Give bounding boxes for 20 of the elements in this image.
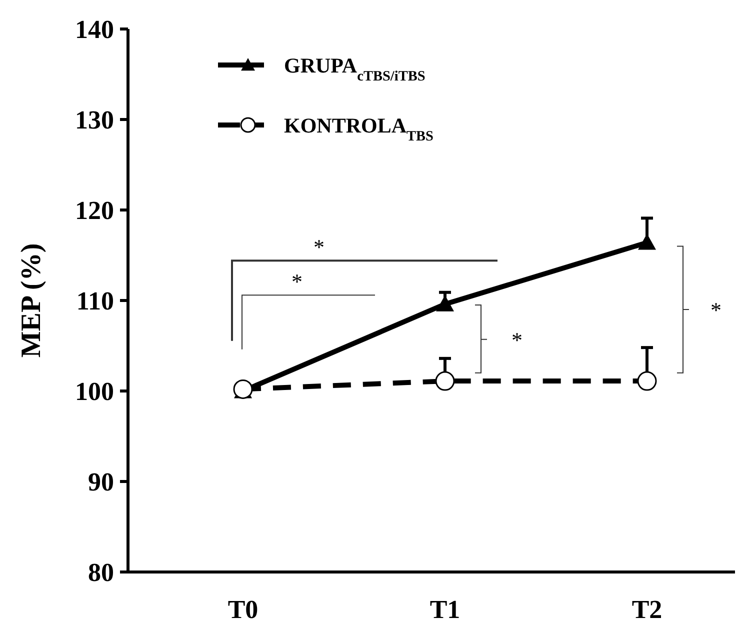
- y-tick-label: 110: [76, 286, 114, 316]
- y-tick-label: 120: [75, 196, 114, 226]
- annotation: *: [710, 298, 722, 323]
- legend-label: KONTROLA$_{TBS}$: [284, 113, 434, 144]
- y-axis-title: MEP (%): [16, 243, 47, 358]
- y-tick-label: 80: [88, 558, 114, 588]
- annotation: *: [292, 269, 302, 294]
- point: [435, 371, 455, 391]
- y-tick-label: 100: [75, 377, 114, 406]
- y-tick-label: 140: [75, 15, 114, 44]
- legend-label: GRUPA$_{cTBS/iTBS}$: [284, 53, 426, 84]
- annotation: *: [314, 234, 324, 260]
- x-tick-label: T1: [430, 595, 460, 624]
- y-tick-label: 90: [88, 468, 114, 497]
- annotation: *: [512, 327, 522, 352]
- x-tick-label: T0: [228, 595, 258, 624]
- x-tick-label: T2: [632, 595, 662, 624]
- y-tick-label: 130: [75, 106, 114, 135]
- point: [637, 371, 657, 391]
- point: [233, 379, 253, 399]
